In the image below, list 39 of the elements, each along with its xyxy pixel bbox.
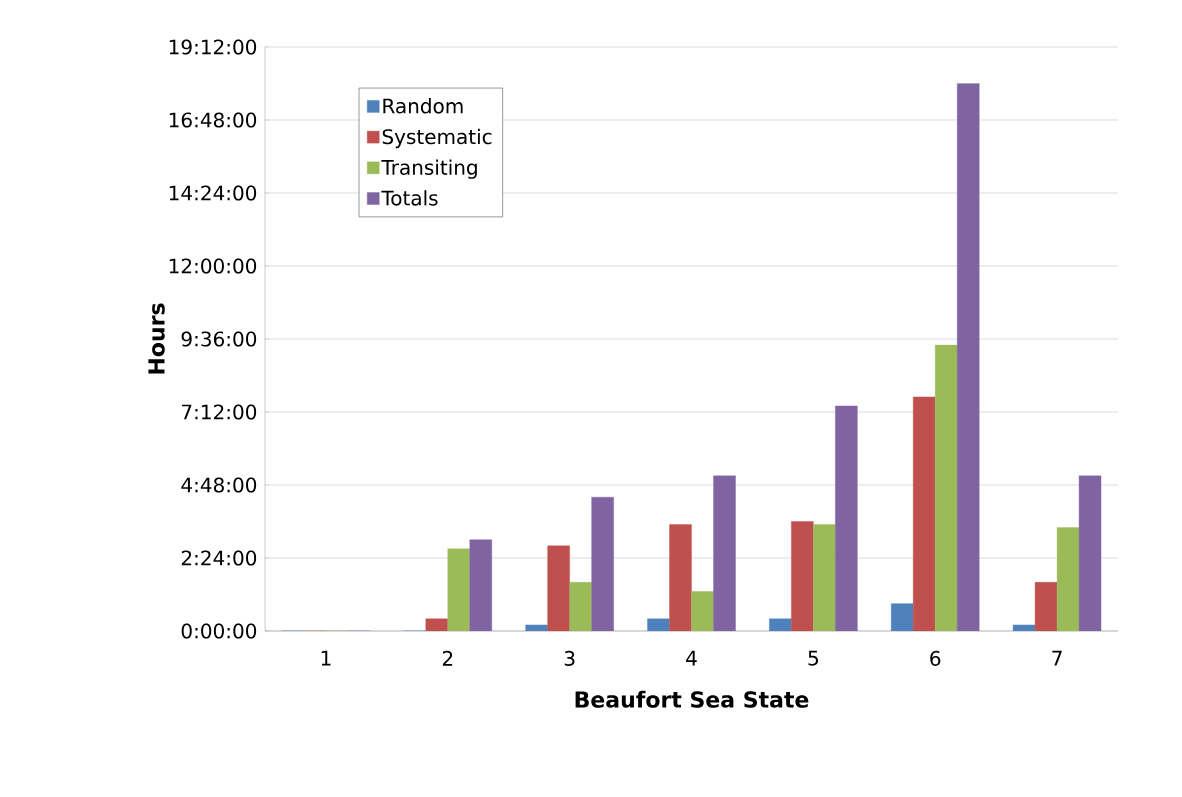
x-tick-label: 6 — [930, 650, 941, 666]
y-tick-label: 7:12:00 — [182, 404, 257, 420]
legend-label: Totals — [381, 190, 438, 206]
bar — [1012, 624, 1036, 631]
x-tick-label: 1 — [321, 650, 331, 666]
bar — [913, 396, 936, 631]
bar — [447, 548, 470, 631]
bar — [647, 618, 670, 631]
bar — [547, 545, 570, 631]
legend-label: Transiting — [381, 159, 477, 179]
y-tick-label: 14:24:00 — [169, 185, 257, 201]
bar — [891, 603, 914, 631]
bar — [769, 618, 792, 631]
x-tick-label: 2 — [442, 650, 453, 666]
x-tick-label: 5 — [808, 650, 818, 666]
y-tick-label: 0:00:00 — [181, 623, 257, 639]
y-tick-label: 4:48:00 — [181, 477, 257, 493]
y-tick-label: 19:12:00 — [169, 39, 257, 55]
bar — [1034, 582, 1058, 631]
legend-label: Random — [383, 98, 463, 114]
y-tick-label: 2:24:00 — [181, 550, 257, 566]
bar — [1056, 527, 1080, 631]
y-tick-label: 12:00:00 — [169, 258, 257, 274]
bar — [691, 591, 714, 631]
bar — [569, 582, 592, 631]
y-axis-title: Hours — [148, 303, 165, 374]
bar — [669, 524, 692, 631]
bar — [525, 624, 548, 631]
legend-label: Systematic — [382, 128, 492, 149]
y-tick-label: 9:36:00 — [181, 331, 257, 347]
x-tick-label: 4 — [686, 650, 697, 666]
bar — [791, 521, 814, 631]
x-tick-label: 3 — [564, 650, 575, 666]
bar — [425, 618, 448, 631]
x-axis-title: Beaufort Sea State — [575, 690, 809, 708]
y-tick-label: 16:48:00 — [169, 112, 257, 128]
bar — [935, 344, 958, 631]
x-tick-label: 7 — [1052, 650, 1062, 666]
bar — [813, 524, 836, 631]
